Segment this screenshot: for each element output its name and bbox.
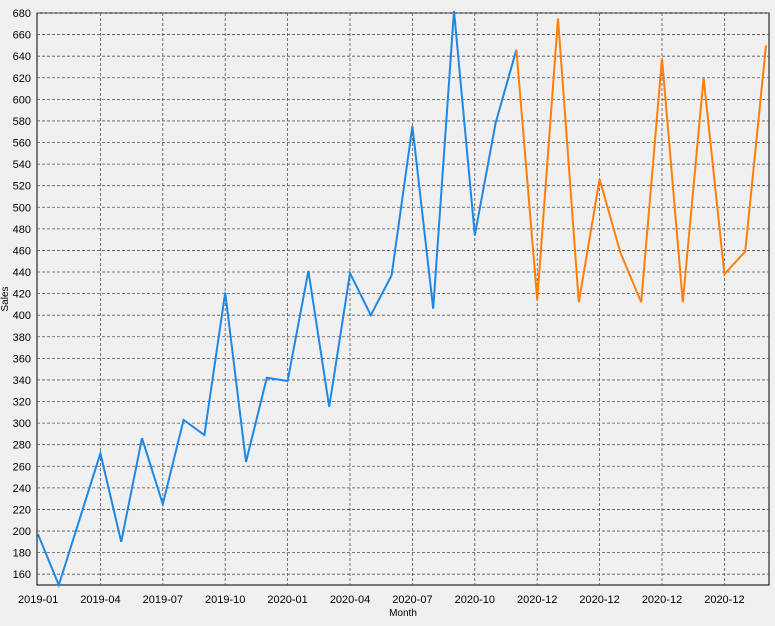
y-tick-label: 400 — [13, 310, 31, 322]
y-tick-label: 220 — [13, 504, 31, 516]
y-tick-label: 360 — [13, 353, 31, 365]
forecast-sales-line — [515, 18, 767, 303]
y-tick-label: 520 — [13, 181, 31, 193]
y-tick-label: 600 — [13, 94, 31, 106]
y-tick-label: 480 — [13, 224, 31, 236]
y-tick-label: 660 — [13, 30, 31, 42]
y-tick-label: 180 — [13, 548, 31, 560]
y-tick-label: 620 — [13, 73, 31, 85]
x-tick-label: 2020-04 — [330, 594, 370, 606]
x-tick-label: 2019-01 — [18, 594, 58, 606]
x-tick-label: 2020-07 — [392, 594, 432, 606]
y-tick-label: 560 — [13, 138, 31, 150]
x-axis-label: Month — [389, 608, 417, 619]
y-tick-label: 460 — [13, 245, 31, 257]
y-tick-label: 260 — [13, 461, 31, 473]
y-tick-label: 300 — [13, 418, 31, 430]
y-tick-label: 160 — [13, 569, 31, 581]
actual-sales-line — [37, 10, 518, 588]
y-tick-label: 380 — [13, 332, 31, 344]
x-tick-label: 2019-07 — [143, 594, 183, 606]
x-tick-label: 2020-12 — [517, 594, 557, 606]
y-tick-label: 240 — [13, 483, 31, 495]
x-axis-ticks: 2019-01 2019-04 2019-07 2019-10 2020-01 2020-… — [18, 594, 745, 606]
x-tick-label: 2019-04 — [80, 594, 120, 606]
x-tick-label: 2020-01 — [267, 594, 307, 606]
y-tick-label: 500 — [13, 202, 31, 214]
y-tick-label: 580 — [13, 116, 31, 128]
y-tick-label: 540 — [13, 159, 31, 171]
y-tick-label: 440 — [13, 267, 31, 279]
series-lines — [37, 10, 767, 588]
y-tick-label: 200 — [13, 526, 31, 538]
x-tick-label: 2019-10 — [205, 594, 245, 606]
y-tick-label: 340 — [13, 375, 31, 387]
x-tick-label: 2020-12 — [642, 594, 682, 606]
y-tick-label: 680 — [13, 8, 31, 20]
y-tick-label: 640 — [13, 51, 31, 63]
y-tick-label: 420 — [13, 289, 31, 301]
y-axis-ticks: 160 180 200 220 240 260 280 300 320 340 360 380 400 4… — [13, 8, 31, 581]
x-tick-label: 2020-10 — [455, 594, 495, 606]
y-axis-label: Sales — [0, 286, 11, 311]
y-tick-label: 320 — [13, 397, 31, 409]
x-tick-label: 2020-12 — [704, 594, 744, 606]
y-tick-label: 280 — [13, 440, 31, 452]
x-tick-label: 2020-12 — [579, 594, 619, 606]
